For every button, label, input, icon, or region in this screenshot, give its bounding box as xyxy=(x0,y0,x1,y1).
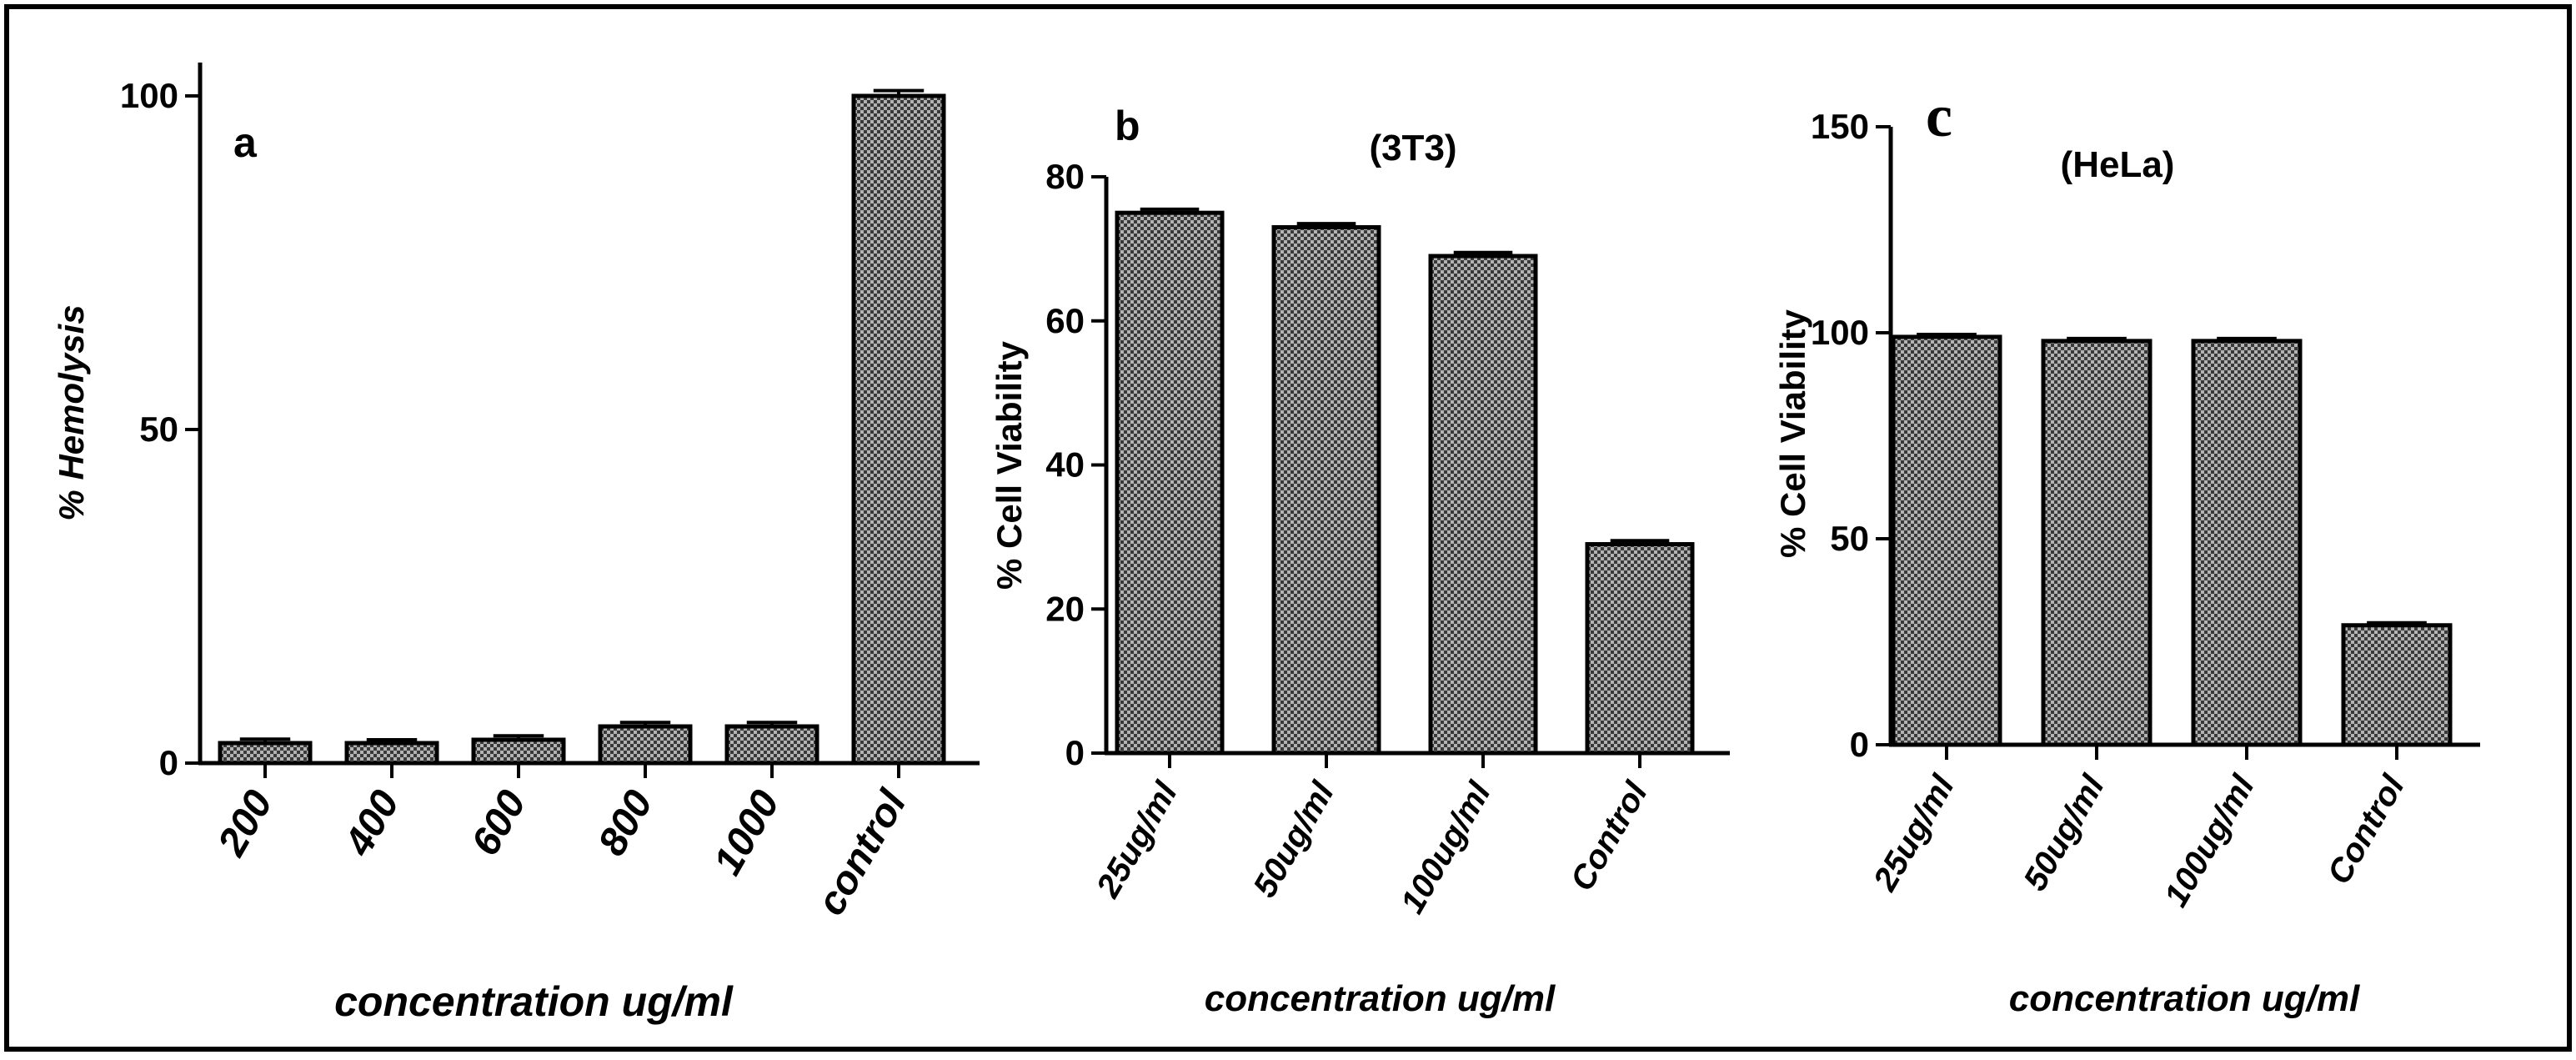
y-tick-label: 0 xyxy=(1065,733,1085,772)
x-tick-label: 800 xyxy=(590,783,662,863)
bar-200 xyxy=(218,741,313,766)
x-axis-label: concentration ug/ml xyxy=(2009,978,2360,1019)
bar-Control xyxy=(1585,542,1695,756)
bar-50ug/ml xyxy=(2041,339,2153,747)
x-tick-label: Control xyxy=(1564,776,1656,897)
x-tick-label: 25ug/ml xyxy=(1867,769,1962,898)
y-tick-label: 40 xyxy=(1045,445,1085,485)
panel-title: (HeLa) xyxy=(2061,144,2175,185)
y-axis-label: % Cell Viability xyxy=(990,340,1029,590)
x-tick-label: 50ug/ml xyxy=(2017,769,2112,897)
y-axis-label: % Hemolysis xyxy=(52,304,91,520)
y-tick-label: 80 xyxy=(1045,157,1085,196)
x-tick-label: 100ug/ml xyxy=(1394,776,1498,920)
x-axis-label: concentration ug/ml xyxy=(334,978,734,1025)
y-tick-label: 50 xyxy=(139,409,178,449)
panel-title: (3T3) xyxy=(1369,128,1456,168)
x-tick-label: Control xyxy=(2321,769,2413,891)
panel-letter: a xyxy=(233,119,258,166)
y-tick-label: 150 xyxy=(1811,107,1869,146)
bar-Control xyxy=(2341,623,2453,747)
y-axis-label: % Cell Viability xyxy=(1773,309,1812,558)
bar-25ug/ml xyxy=(1115,210,1225,756)
y-tick-label: 100 xyxy=(1811,313,1869,352)
bar-1000 xyxy=(724,724,819,766)
panel-c: 0 50 100 150 25ug/ml 50ug/ml 100ug/ml Control c (… xyxy=(1773,83,2480,1019)
panel-letter: c xyxy=(1926,83,1952,149)
x-tick-label: 600 xyxy=(464,783,535,863)
x-tick-label: 400 xyxy=(336,783,408,864)
x-tick-label: 50ug/ml xyxy=(1246,776,1341,904)
y-tick-label: 0 xyxy=(1850,725,1869,764)
bar-control xyxy=(851,93,946,766)
bar-600 xyxy=(471,737,566,766)
x-tick-label: control xyxy=(809,782,915,923)
y-tick-label: 100 xyxy=(120,76,178,115)
x-tick-label: 1000 xyxy=(705,783,788,882)
bar-100ug/ml xyxy=(2191,339,2303,747)
bar-50ug/ml xyxy=(1271,224,1381,756)
y-tick-label: 50 xyxy=(1830,519,1869,558)
y-tick-label: 60 xyxy=(1045,301,1085,340)
panel-letter: b xyxy=(1115,103,1140,149)
y-tick-label: 20 xyxy=(1045,589,1085,628)
y-tick-label: 0 xyxy=(159,743,178,782)
bar-25ug/ml xyxy=(1891,334,2002,747)
bar-800 xyxy=(598,724,693,766)
x-tick-label: 100ug/ml xyxy=(2158,769,2262,913)
x-axis-label: concentration ug/ml xyxy=(1205,978,1556,1019)
x-tick-label: 25ug/ml xyxy=(1090,776,1185,905)
x-tick-label: 200 xyxy=(209,783,282,864)
panel-a: 0 50 100 200 400 600 800 1000 control a % Hemolysi… xyxy=(52,63,980,1025)
panel-b: 0 20 40 60 80 25ug/ml 50ug/ml 100ug/ml Control b (… xyxy=(990,103,1730,1019)
figure-border xyxy=(4,4,2572,1052)
bar-400 xyxy=(344,741,439,766)
bar-100ug/ml xyxy=(1428,254,1538,756)
